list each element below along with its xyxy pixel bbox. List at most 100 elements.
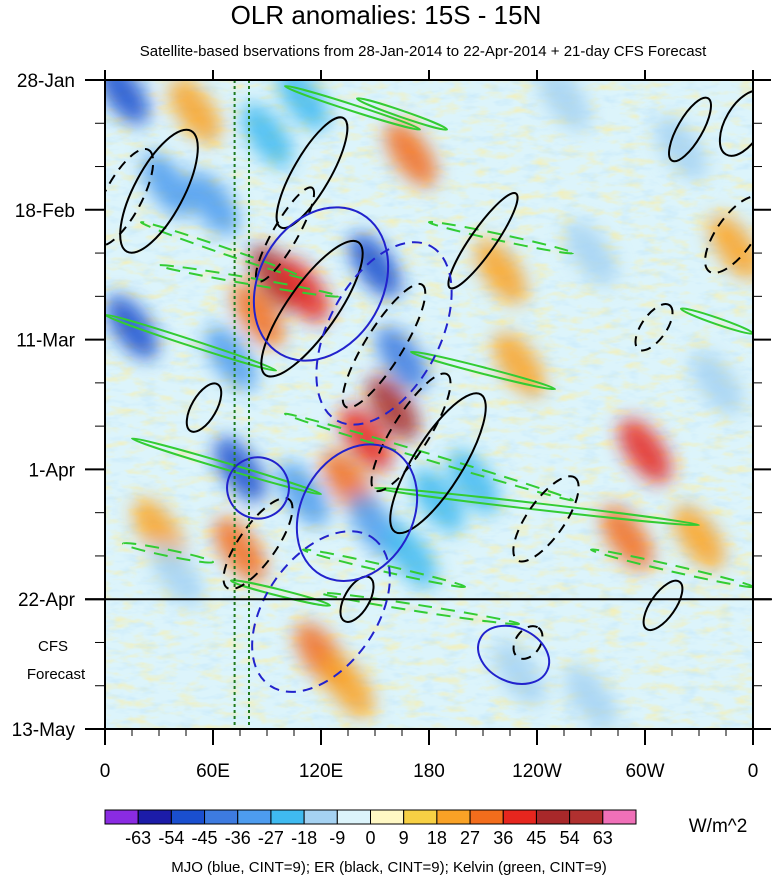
mjo-contour-5 xyxy=(226,456,290,520)
colorbar-swatch-13 xyxy=(535,809,571,825)
anomaly-blob-4 xyxy=(340,406,392,471)
x-tick-label-3: 180 xyxy=(413,761,445,782)
y-tick-label-5: 13-May xyxy=(12,720,76,741)
kelvin-contour-2 xyxy=(283,412,575,502)
er-contour-3 xyxy=(389,392,487,535)
anomaly-blob-14 xyxy=(169,80,221,143)
er-contour-2 xyxy=(260,239,364,378)
colorbar-swatch-0 xyxy=(104,809,139,825)
forecast-label-line-1: CFS xyxy=(38,638,68,655)
kelvin-contour-10 xyxy=(319,591,521,626)
kelvin-contours xyxy=(105,84,753,626)
kelvin-contour-3 xyxy=(373,486,701,527)
kelvin-contour-4 xyxy=(355,97,449,131)
colorbar-swatch-4 xyxy=(237,809,272,825)
colorbar-swatch-1 xyxy=(137,809,172,825)
anomaly-blob-25 xyxy=(214,437,266,502)
anomaly-blob-31 xyxy=(493,641,545,706)
anomaly-blob-35 xyxy=(565,220,617,286)
kelvin-contour-13 xyxy=(229,579,332,607)
forecast-label: CFS Forecast xyxy=(27,638,86,683)
kelvin-contour-9 xyxy=(301,548,467,589)
anomaly-blob-7 xyxy=(214,517,266,582)
colorbar-label-2: -45 xyxy=(192,828,218,848)
x-tick-label-0: 0 xyxy=(100,761,111,782)
colorbar-label-1: -54 xyxy=(158,828,184,848)
colorbar-label-6: -9 xyxy=(329,828,345,848)
x-tick-label-1: 60E xyxy=(196,761,230,782)
anomaly-blob-13 xyxy=(619,418,671,483)
er-contour-11 xyxy=(668,96,712,163)
anomaly-blob-30 xyxy=(385,523,437,589)
colorbar-swatch-8 xyxy=(370,809,405,825)
colorbar-label-3: -36 xyxy=(225,828,251,848)
mjo-contour-1 xyxy=(295,443,419,582)
anomaly-blob-33 xyxy=(655,115,707,181)
mjo-contour-3 xyxy=(251,530,391,693)
colorbar-swatch-15 xyxy=(602,809,637,825)
reference-longitude-lines xyxy=(233,80,250,729)
er-contour-7 xyxy=(447,191,519,290)
anomaly-blob-6 xyxy=(385,122,437,187)
kelvin-contour-11 xyxy=(121,542,215,564)
er-contour-4 xyxy=(370,372,452,493)
anomaly-field xyxy=(105,80,753,729)
colorbar-swatch-11 xyxy=(469,809,504,825)
anomaly-blob-34 xyxy=(691,350,743,415)
er-contour-5 xyxy=(341,282,427,409)
colorbar-label-9: 18 xyxy=(427,828,447,848)
anomaly-blob-17 xyxy=(673,505,725,570)
colorbar-swatch-12 xyxy=(502,809,537,825)
x-tick-label-6: 0 xyxy=(748,761,759,782)
er-contour-10 xyxy=(512,625,544,660)
anomaly-blob-15 xyxy=(709,214,753,279)
anomaly-blob-18 xyxy=(105,80,149,125)
colorbar-label-0: -63 xyxy=(125,828,151,848)
chart-subtitle: Satellite-based bservations from 28-Jan-… xyxy=(140,43,707,60)
kelvin-contour-5 xyxy=(283,84,422,131)
anomaly-blob-9 xyxy=(322,653,374,718)
kelvin-contour-12 xyxy=(589,548,753,589)
x-axis: 0 60E 120E 180 120W 60W 0 xyxy=(100,70,759,782)
mjo-contour-2 xyxy=(315,241,453,426)
y-axis: 28-Jan 18-Feb 11-Mar 1-Apr 22-Apr 13-May xyxy=(12,71,771,741)
kelvin-contour-8 xyxy=(139,220,305,279)
colorbar-label-8: 9 xyxy=(399,828,409,848)
kelvin-contour-1 xyxy=(130,437,323,496)
mjo-contour-0 xyxy=(252,206,390,362)
plot-area: 0 60E 120E 180 120W 60W 0 28-Jan 18-Feb 11-Mar 1-… xyxy=(12,70,772,782)
x-tick-label-4: 120W xyxy=(512,761,562,782)
er-contour-6 xyxy=(222,497,294,591)
colorbar-label-7: 0 xyxy=(365,828,375,848)
colorbar-label-13: 54 xyxy=(560,828,580,848)
anomaly-blob-38 xyxy=(151,542,203,607)
er-contour-0 xyxy=(119,128,199,254)
x-tick-label-2: 120E xyxy=(299,761,343,782)
kelvin-contour-14 xyxy=(427,220,575,255)
anomaly-blob-28 xyxy=(412,468,464,533)
colorbar-swatch-2 xyxy=(170,809,206,825)
colorbar-label-14: 63 xyxy=(593,828,613,848)
anomaly-blob-12 xyxy=(601,505,653,570)
er-contour-16 xyxy=(254,186,316,283)
colorbar-swatch-3 xyxy=(204,809,239,825)
colorbar-swatch-6 xyxy=(303,809,338,825)
anomaly-blob-24 xyxy=(376,326,428,391)
er-contour-15 xyxy=(275,116,349,230)
y-tick-label-2: 11-Mar xyxy=(16,331,75,352)
er-contour-1 xyxy=(105,147,155,247)
colorbar-label-5: -18 xyxy=(291,828,317,848)
chart-title: OLR anomalies: 15S - 15N xyxy=(231,0,542,30)
colorbar-label-4: -27 xyxy=(258,828,284,848)
colorbar-swatch-9 xyxy=(403,809,438,825)
anomaly-blob-20 xyxy=(187,171,239,236)
colorbar-swatch-5 xyxy=(270,809,305,825)
y-tick-label-1: 18-Feb xyxy=(15,201,75,222)
forecast-label-line-2: Forecast xyxy=(27,666,86,683)
x-tick-label-5: 60W xyxy=(625,761,664,782)
kelvin-contour-6 xyxy=(409,350,557,391)
anomaly-blob-36 xyxy=(277,80,329,131)
colorbar: -63 -54 -45 -36 -27 -18 -9 0 9 18 27 36 45 54 63 xyxy=(104,809,637,848)
colorbar-label-10: 27 xyxy=(460,828,480,848)
